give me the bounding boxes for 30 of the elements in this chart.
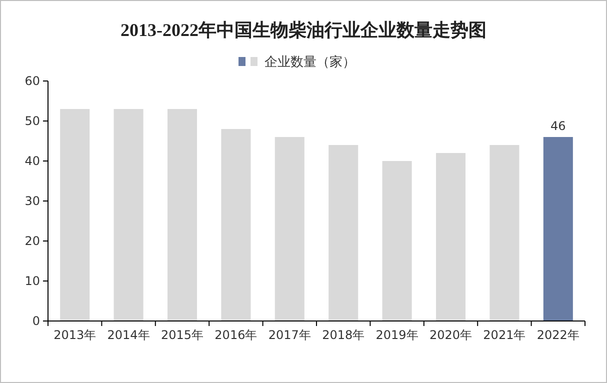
bar	[490, 145, 520, 321]
bar	[60, 109, 90, 321]
data-label: 46	[550, 119, 566, 133]
y-tick-label: 30	[24, 194, 40, 208]
y-tick-label: 40	[24, 154, 40, 168]
x-tick-label: 2017年	[268, 328, 311, 342]
x-tick-label: 2022年	[536, 328, 580, 342]
y-tick-label: 60	[24, 74, 40, 88]
x-tick-label: 2020年	[429, 328, 472, 342]
chart-title: 2013-2022年中国生物柴油行业企业数量走势图	[120, 20, 486, 40]
bar	[114, 109, 144, 321]
y-tick-label: 0	[32, 314, 40, 328]
y-tick-label: 10	[24, 274, 40, 288]
bar	[221, 129, 251, 321]
x-tick-label: 2016年	[214, 328, 258, 342]
bar	[328, 145, 358, 321]
y-tick-label: 20	[24, 234, 40, 248]
bar	[167, 109, 198, 321]
x-tick-label: 2018年	[322, 328, 365, 342]
x-tick-label: 2013年	[54, 328, 96, 342]
x-tick-label: 2021年	[483, 328, 526, 342]
bar	[436, 153, 466, 321]
y-tick-label: 50	[24, 114, 40, 128]
bar	[382, 161, 412, 321]
x-tick-label: 2014年	[107, 328, 150, 342]
x-tick-label: 2015年	[160, 328, 204, 342]
x-tick-label: 2019年	[376, 328, 418, 342]
bar	[543, 137, 573, 321]
legend-label: 企业数量（家）	[264, 54, 356, 70]
bar	[274, 137, 304, 321]
